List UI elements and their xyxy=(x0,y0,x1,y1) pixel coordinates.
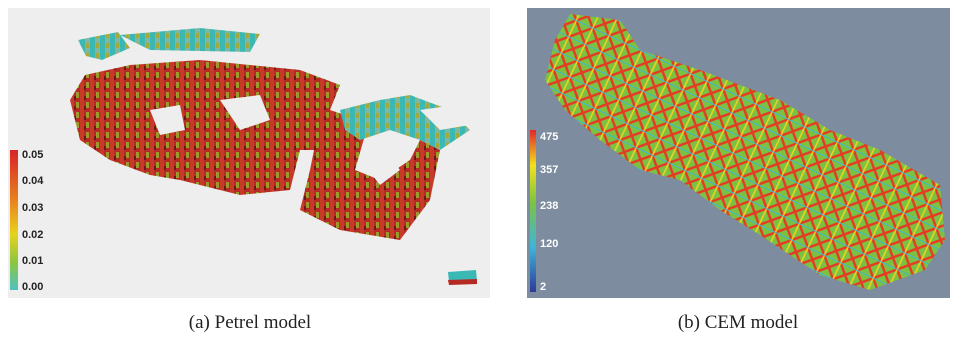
colorbar xyxy=(10,150,18,290)
colorbar-label: 0.02 xyxy=(22,229,43,241)
figure: 0.05 0.04 0.03 0.02 0.01 0.00 (a) Petrel… xyxy=(0,0,954,342)
colorbar-label: 357 xyxy=(540,164,558,176)
colorbar-label: 0.01 xyxy=(22,255,43,267)
caption: (a) Petrel model xyxy=(189,312,311,333)
colorbar-label: 120 xyxy=(540,238,558,250)
colorbar-label: 0.00 xyxy=(22,281,43,293)
colorbar-label: 475 xyxy=(540,131,558,143)
colorbar-label: 2 xyxy=(540,281,546,293)
colorbar xyxy=(530,130,536,292)
caption: (b) CEM model xyxy=(678,312,798,333)
colorbar-label: 0.03 xyxy=(22,202,43,214)
colorbar-label: 238 xyxy=(540,200,558,212)
colorbar-label: 0.04 xyxy=(22,175,44,187)
colorbar-label: 0.05 xyxy=(22,149,43,161)
